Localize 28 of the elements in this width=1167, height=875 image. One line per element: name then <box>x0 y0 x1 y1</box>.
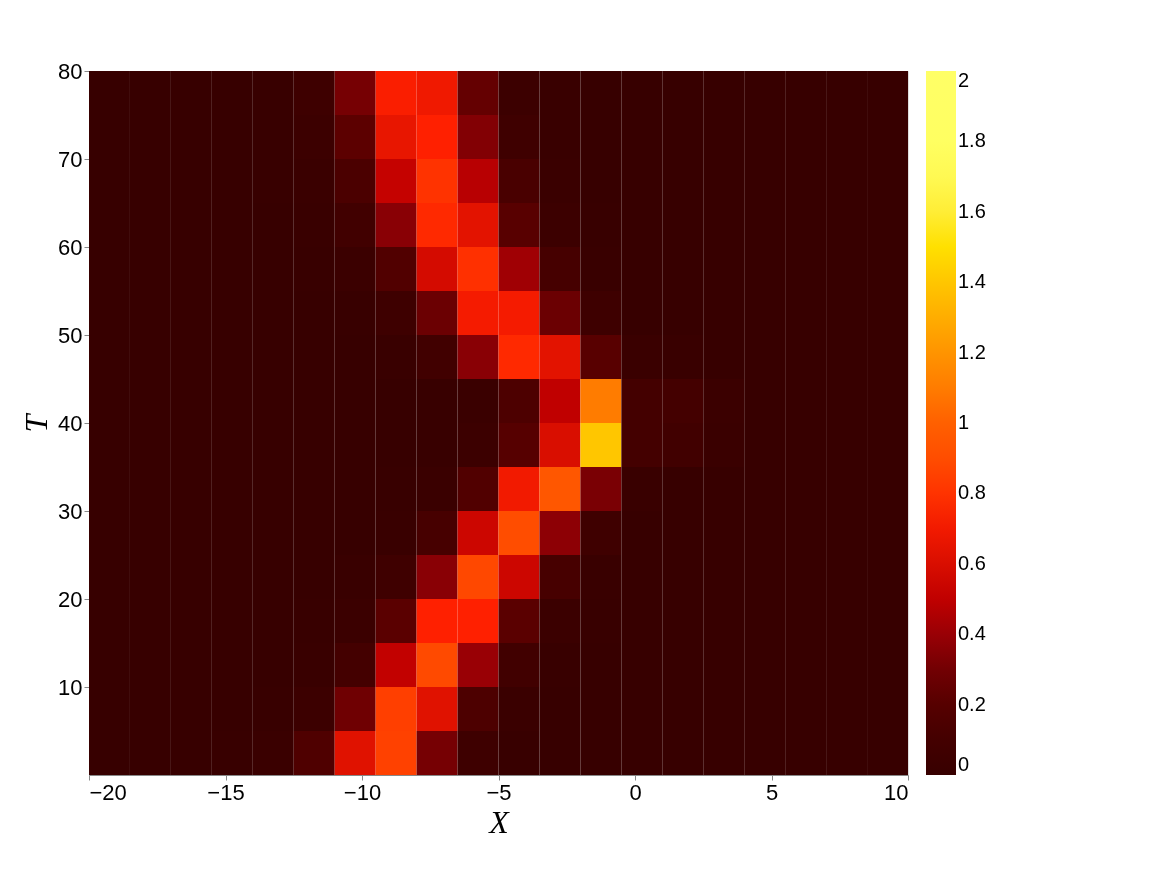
y-tick-label: 60 <box>58 234 83 260</box>
y-tick-label: 80 <box>58 58 83 84</box>
x-tick-label: 0 <box>629 779 642 805</box>
y-tick-label: 70 <box>58 146 83 172</box>
color-bar-label: 0.2 <box>958 692 986 715</box>
y-tick-label: 10 <box>58 674 83 700</box>
y-tick-label: 40 <box>58 410 83 436</box>
x-tick-label: 10 <box>884 779 909 805</box>
color-bar-label: 1.8 <box>958 129 986 152</box>
y-axis-title: T <box>18 412 55 433</box>
x-tick-label: −15 <box>207 779 245 805</box>
x-tick-label: −20 <box>89 779 127 805</box>
y-tick-label: 30 <box>58 498 83 524</box>
y-tick-label: 20 <box>58 586 83 612</box>
color-bar-label: 0.4 <box>958 622 986 645</box>
y-tick-label: 50 <box>58 322 83 348</box>
x-axis-title: X <box>487 803 511 840</box>
color-bar-label: 2 <box>958 69 970 91</box>
x-tick-label: −10 <box>343 779 382 805</box>
x-tick-label: −5 <box>486 779 512 805</box>
color-bar-label: 1.4 <box>958 270 986 293</box>
color-bar-label: 1.6 <box>958 199 986 222</box>
color-bar-label: 0.6 <box>958 551 986 574</box>
color-bar-label: 0 <box>958 753 970 775</box>
color-bar-label: 0.8 <box>958 481 986 504</box>
x-tick-label: 5 <box>765 779 779 805</box>
color-bar-label: 1 <box>958 411 970 433</box>
color-bar-label: 1.2 <box>958 340 986 363</box>
